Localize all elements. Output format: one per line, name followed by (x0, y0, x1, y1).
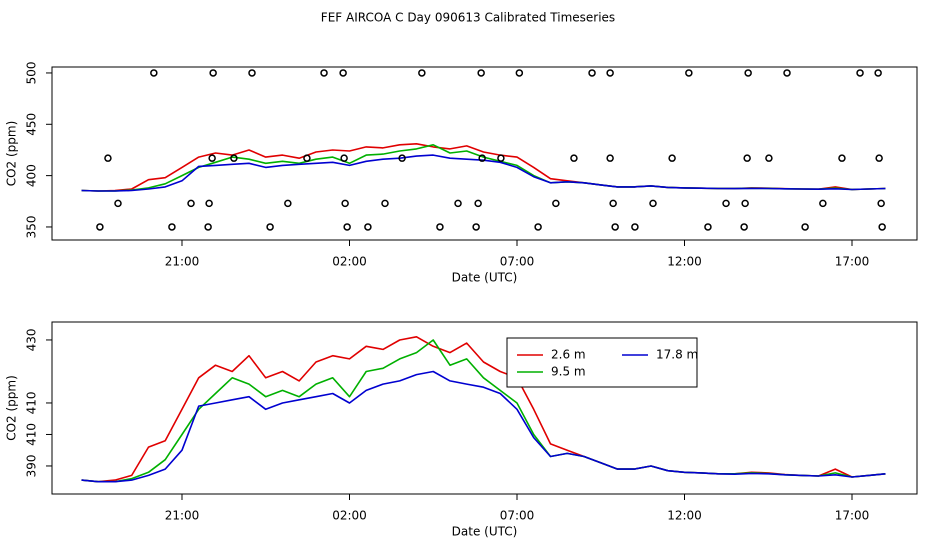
flag-marker (685, 69, 693, 77)
x-tick-label: 17:00 (835, 255, 870, 269)
flag-marker (248, 69, 256, 77)
flag-marker (478, 154, 486, 162)
x-axis-label: Date (UTC) (452, 271, 518, 285)
flag-marker (552, 199, 560, 208)
flag-marker (454, 199, 462, 208)
flag-marker (875, 154, 883, 162)
flag-marker (668, 154, 676, 162)
flag-marker (588, 69, 596, 77)
flag-marker (168, 223, 176, 231)
flag-marker (765, 154, 773, 162)
flag-marker (436, 223, 444, 231)
x-tick-label: 17:00 (835, 509, 870, 523)
y-tick-label: 430 (25, 329, 39, 352)
flag-marker (744, 69, 752, 77)
flag-marker (497, 154, 505, 162)
flag-marker (631, 223, 639, 231)
series-line (81, 370, 886, 483)
flag-marker (570, 154, 578, 162)
flag-marker (783, 69, 791, 77)
x-tick-label: 07:00 (500, 255, 535, 269)
chart-title: FEF AIRCOA C Day 090613 Calibrated Times… (321, 11, 615, 25)
legend-box (506, 337, 698, 388)
flag-marker (381, 199, 389, 208)
x-axis-label: Date (UTC) (452, 525, 518, 539)
flag-marker (96, 223, 104, 231)
x-tick-label: 02:00 (332, 509, 367, 523)
flag-marker (741, 199, 749, 208)
flag-marker (877, 199, 885, 208)
y-tick-label: 450 (25, 113, 39, 136)
flag-marker (341, 199, 349, 208)
flag-marker (230, 154, 238, 162)
plot-frame (51, 321, 918, 495)
flag-marker (204, 223, 212, 231)
flag-marker (534, 223, 542, 231)
flag-marker (339, 69, 347, 77)
y-axis-label: CO2 (ppm) (5, 121, 19, 187)
x-tick-label: 02:00 (332, 255, 367, 269)
flag-marker (801, 223, 809, 231)
x-tick-label: 12:00 (667, 255, 702, 269)
y-tick-label: 410 (25, 392, 39, 415)
y-tick-label: 500 (25, 62, 39, 85)
flag-marker (740, 223, 748, 231)
y-tick-label: 350 (25, 216, 39, 239)
flag-marker (474, 199, 482, 208)
legend-label: 17.8 m (656, 348, 698, 362)
y-axis-label: CO2 (ppm) (5, 375, 19, 441)
flag-marker (303, 154, 311, 162)
legend-label: 9.5 m (551, 365, 586, 379)
flag-marker (878, 223, 886, 231)
flag-marker (515, 69, 524, 77)
flag-marker (649, 199, 657, 208)
flag-marker (398, 154, 406, 162)
x-tick-label: 21:00 (165, 255, 200, 269)
flag-marker (743, 154, 751, 162)
flag-marker (284, 199, 292, 208)
flag-marker (477, 69, 485, 77)
flag-marker (343, 223, 351, 231)
flag-marker (205, 199, 213, 208)
flag-marker (606, 154, 614, 162)
flag-marker (208, 154, 216, 162)
flag-marker (611, 223, 619, 231)
plot-frame (51, 66, 918, 241)
flag-marker (266, 223, 274, 231)
flag-marker (418, 69, 426, 77)
x-tick-label: 21:00 (165, 509, 200, 523)
y-tick-label: 410 (25, 423, 39, 446)
x-tick-label: 07:00 (500, 509, 535, 523)
legend-label: 2.6 m (551, 348, 586, 362)
y-tick-label: 390 (25, 455, 39, 478)
flag-marker (606, 69, 614, 77)
flag-marker (856, 69, 864, 77)
flag-marker (609, 199, 617, 208)
flag-marker (722, 199, 730, 208)
flag-marker (704, 223, 712, 231)
flag-marker (187, 199, 195, 208)
flag-marker (819, 199, 827, 208)
flag-marker (209, 69, 217, 77)
flag-marker (320, 69, 328, 77)
flag-marker (150, 69, 158, 77)
flag-marker (874, 69, 882, 77)
y-tick-label: 400 (25, 164, 39, 187)
flag-marker (104, 154, 112, 162)
flag-marker (472, 223, 480, 231)
flag-marker (364, 223, 372, 231)
x-tick-label: 12:00 (667, 509, 702, 523)
flag-marker (838, 154, 846, 162)
flag-marker (114, 199, 122, 208)
flag-marker (340, 154, 348, 162)
